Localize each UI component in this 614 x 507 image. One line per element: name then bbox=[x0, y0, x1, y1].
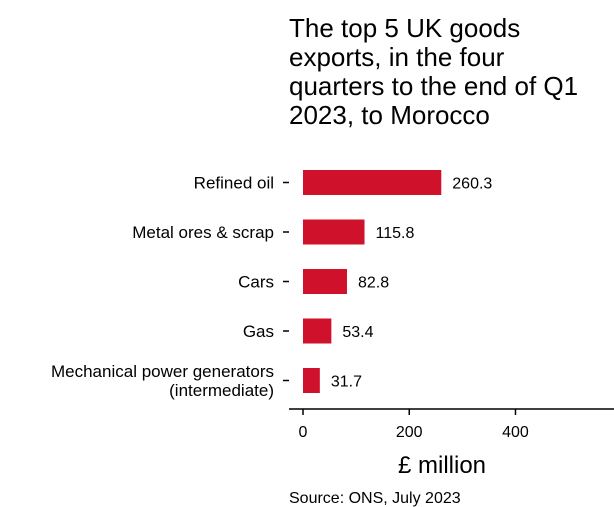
category-label: Gas bbox=[243, 322, 274, 341]
category-label: Cars bbox=[238, 273, 274, 292]
chart-title-line: The top 5 UK goods bbox=[289, 13, 520, 43]
category-label: Refined oil bbox=[194, 174, 274, 193]
bar bbox=[303, 170, 442, 195]
x-axis: 0 200 400 bbox=[289, 408, 614, 441]
data-label: 115.8 bbox=[376, 225, 415, 242]
bar bbox=[303, 368, 320, 393]
x-tick-label: 0 bbox=[299, 424, 308, 441]
x-tick-label: 200 bbox=[396, 424, 423, 441]
category-axis: Refined oil Metal ores & scrap Cars Gas Mech… bbox=[51, 174, 289, 400]
chart-title-line: quarters to the end of Q1 bbox=[289, 71, 578, 101]
bars: 260.3 115.8 82.8 53.4 31.7 bbox=[303, 170, 492, 393]
category-label: Metal ores & scrap bbox=[132, 223, 274, 242]
data-label: 53.4 bbox=[342, 324, 373, 341]
bar bbox=[303, 219, 365, 245]
data-label: 260.3 bbox=[452, 176, 492, 193]
x-axis-title: £ million bbox=[398, 452, 486, 479]
data-label: 31.7 bbox=[331, 374, 362, 391]
category-label: (intermediate) bbox=[169, 381, 274, 400]
source-note: Source: ONS, July 2023 bbox=[289, 490, 461, 507]
category-label: Mechanical power generators bbox=[51, 362, 274, 381]
x-tick-label: 400 bbox=[502, 424, 529, 441]
chart-title-line: exports, in the four bbox=[289, 42, 505, 72]
chart-title-line: 2023, to Morocco bbox=[289, 100, 490, 130]
data-label: 82.8 bbox=[358, 275, 389, 292]
bar bbox=[303, 318, 332, 344]
bar bbox=[303, 269, 347, 294]
